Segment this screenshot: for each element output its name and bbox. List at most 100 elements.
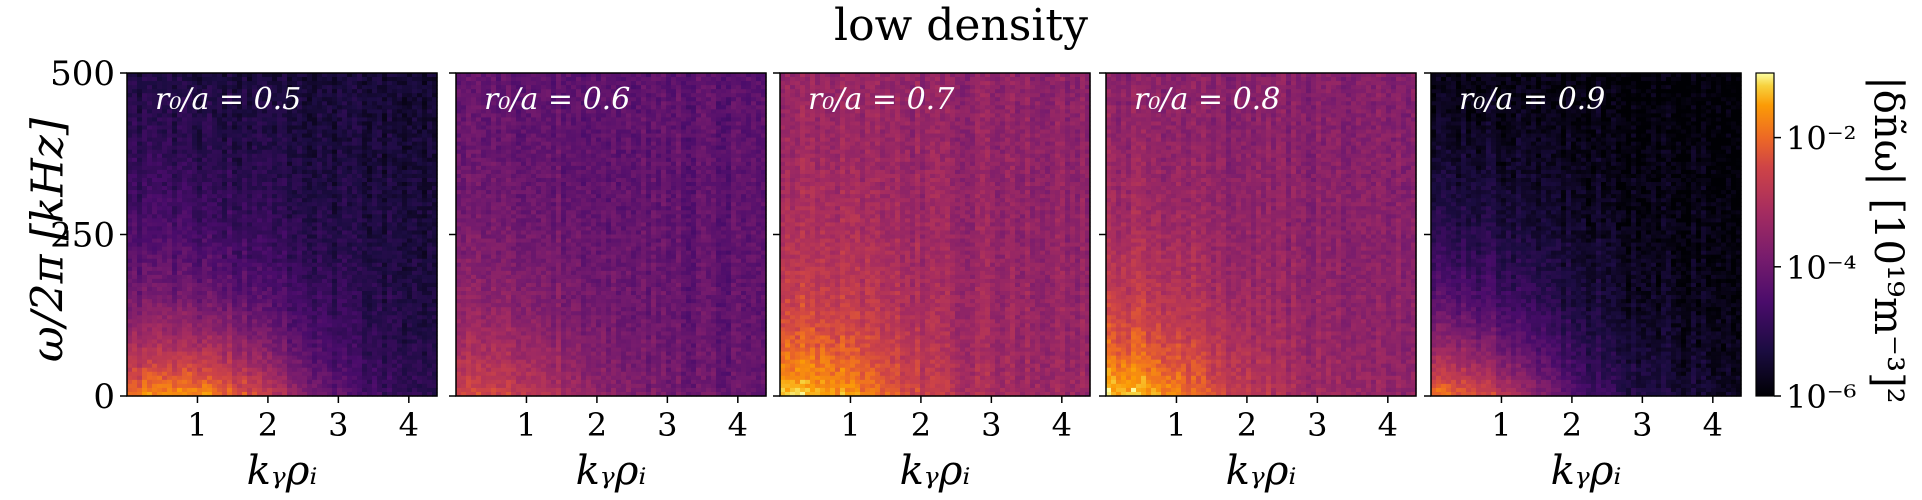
heatmap-cell	[222, 235, 228, 240]
heatmap-cell	[187, 190, 193, 195]
heatmap-cell	[197, 275, 203, 280]
heatmap-cell	[197, 295, 203, 300]
heatmap-cell	[182, 348, 188, 353]
heatmap-cell	[162, 388, 168, 393]
heatmap-cell	[147, 255, 153, 260]
heatmap-cell	[152, 279, 158, 284]
heatmap-cell	[217, 247, 223, 252]
heatmap-cell	[177, 239, 183, 244]
heatmap-cell	[222, 206, 228, 211]
heatmap-cell	[142, 142, 148, 147]
heatmap-cell	[227, 364, 233, 369]
heatmap-cell	[132, 198, 138, 203]
heatmap-cell	[217, 348, 223, 353]
heatmap-cell	[137, 194, 143, 199]
heatmap-cell	[172, 198, 178, 203]
heatmap-cell	[167, 247, 173, 252]
heatmap-cell	[197, 190, 203, 195]
heatmap-cell	[137, 186, 143, 191]
heatmap-cell	[157, 255, 163, 260]
heatmap-cell	[187, 134, 193, 139]
heatmap-cell	[192, 271, 198, 276]
heatmap-cell	[217, 138, 223, 143]
heatmap-cell	[207, 380, 213, 385]
heatmap-cell	[137, 226, 143, 231]
heatmap-cell	[177, 315, 183, 320]
heatmap-cell	[172, 125, 178, 130]
heatmap-cell	[192, 275, 198, 280]
heatmap-cell	[227, 376, 233, 381]
heatmap-cell	[132, 85, 138, 90]
heatmap-cell	[137, 327, 143, 332]
heatmap-cell	[217, 323, 223, 328]
heatmap-cell	[132, 186, 138, 191]
heatmap-cell	[152, 239, 158, 244]
heatmap-cell	[162, 384, 168, 389]
heatmap-cell	[192, 77, 198, 82]
heatmap-cell	[132, 226, 138, 231]
heatmap-cell	[127, 125, 133, 130]
heatmap-cell	[162, 267, 168, 272]
heatmap-cell	[197, 218, 203, 223]
heatmap-cell	[137, 210, 143, 215]
heatmap-cell	[212, 130, 218, 135]
heatmap-cell	[222, 339, 228, 344]
heatmap-cell	[142, 174, 148, 179]
heatmap-cell	[217, 243, 223, 248]
heatmap-cell	[207, 255, 213, 260]
heatmap-cell	[192, 344, 198, 349]
heatmap-cell	[182, 150, 188, 155]
heatmap-cell	[182, 198, 188, 203]
heatmap-cell	[147, 344, 153, 349]
heatmap-cell	[192, 348, 198, 353]
heatmap-cell	[137, 259, 143, 264]
heatmap-cell	[222, 335, 228, 340]
heatmap-cell	[162, 130, 168, 135]
heatmap-cell	[162, 259, 168, 264]
heatmap-cell	[147, 279, 153, 284]
heatmap-cell	[157, 388, 163, 393]
heatmap-cell	[227, 360, 233, 365]
heatmap-cell	[192, 303, 198, 308]
heatmap-cell	[197, 142, 203, 147]
heatmap-cell	[217, 174, 223, 179]
heatmap-cell	[197, 376, 203, 381]
heatmap-cell	[142, 368, 148, 373]
heatmap-cell	[157, 125, 163, 130]
heatmap-cell	[177, 376, 183, 381]
heatmap-cell	[207, 291, 213, 296]
heatmap-cell	[222, 194, 228, 199]
heatmap-cell	[227, 186, 233, 191]
heatmap-cell	[137, 368, 143, 373]
heatmap-cell	[127, 154, 133, 159]
heatmap-cell	[152, 235, 158, 240]
heatmap-cell	[142, 307, 148, 312]
heatmap-cell	[212, 125, 218, 130]
heatmap-cell	[172, 303, 178, 308]
heatmap-cell	[172, 226, 178, 231]
heatmap-cell	[187, 150, 193, 155]
heatmap-cell	[207, 267, 213, 272]
heatmap-cell	[207, 178, 213, 183]
heatmap-cell	[207, 125, 213, 130]
heatmap-cell	[182, 243, 188, 248]
heatmap-cell	[212, 263, 218, 268]
heatmap-cell	[132, 142, 138, 147]
heatmap-cell	[222, 311, 228, 316]
heatmap-cell	[152, 368, 158, 373]
heatmap-cell	[177, 259, 183, 264]
heatmap-cell	[142, 138, 148, 143]
heatmap-cell	[207, 352, 213, 357]
heatmap-cell	[227, 125, 233, 130]
heatmap-cell	[167, 388, 173, 393]
heatmap-cell	[187, 154, 193, 159]
heatmap-cell	[187, 279, 193, 284]
heatmap-cell	[132, 251, 138, 256]
heatmap-cell	[162, 287, 168, 292]
heatmap-cell	[197, 372, 203, 377]
heatmap-cell	[142, 352, 148, 357]
heatmap-cell	[207, 315, 213, 320]
heatmap-cell	[222, 315, 228, 320]
heatmap-cell	[162, 291, 168, 296]
heatmap-cell	[177, 117, 183, 122]
